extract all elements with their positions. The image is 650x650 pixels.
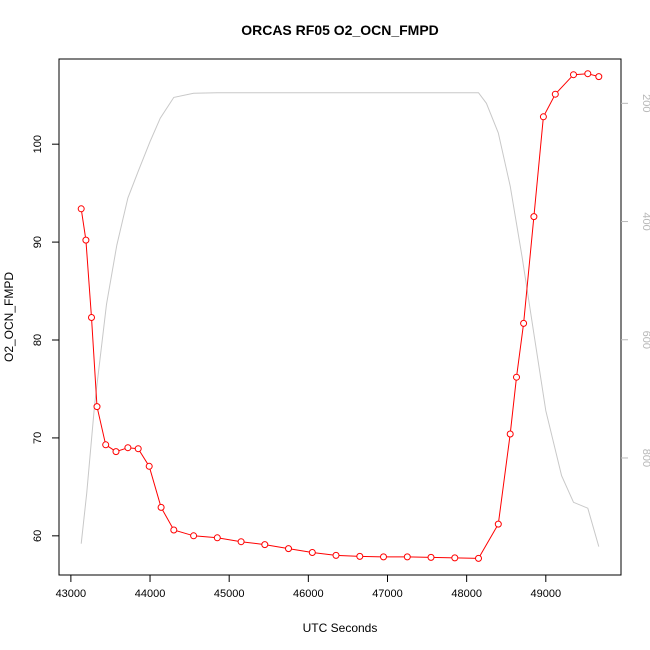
y-axis-label: O2_OCN_FMPD [2, 272, 16, 362]
data-point [506, 430, 514, 438]
y2-tick-label: 400 [640, 212, 650, 230]
y2-tick-label: 600 [640, 331, 650, 349]
data-point [539, 113, 547, 121]
y-tick-label: 90 [32, 236, 44, 248]
data-point [77, 205, 85, 213]
data-point [93, 403, 101, 411]
data-point [308, 549, 316, 556]
data-point [427, 553, 435, 561]
data-point [102, 441, 110, 449]
data-point [530, 213, 538, 221]
series-layer [77, 70, 603, 562]
data-point [475, 554, 482, 562]
data-point [584, 70, 592, 78]
chart-title: ORCAS RF05 O2_OCN_FMPD [241, 22, 439, 38]
data-point [570, 71, 577, 79]
y-axis: 60 70 80 90 100 [32, 135, 59, 542]
data-point [261, 541, 269, 549]
data-point [403, 553, 411, 561]
y2-axis: 200 400 600 800 [621, 94, 650, 467]
y2-tick-label: 200 [640, 94, 650, 112]
data-point [513, 373, 520, 381]
data-point [157, 503, 165, 511]
data-point [82, 236, 90, 244]
data-point [332, 551, 340, 559]
data-point [595, 73, 603, 81]
data-point [285, 545, 292, 553]
data-point [451, 554, 459, 562]
x-tick-label: 45000 [214, 588, 245, 600]
data-point [356, 552, 364, 560]
data-point [124, 444, 132, 452]
y-tick-label: 70 [32, 432, 44, 444]
y-tick-label: 80 [32, 334, 44, 346]
x-axis-label: UTC Seconds [303, 621, 378, 635]
x-tick-label: 47000 [372, 588, 403, 600]
data-point [170, 526, 178, 534]
data-point [134, 445, 142, 453]
x-tick-label: 48000 [451, 588, 482, 600]
x-tick-label: 43000 [56, 588, 87, 600]
data-point [213, 534, 221, 542]
data-point [380, 553, 387, 561]
data-point [494, 520, 502, 528]
y2-tick-label: 800 [640, 449, 650, 467]
data-point [112, 448, 120, 456]
y-tick-label: 100 [32, 135, 44, 153]
o2-line [80, 73, 599, 559]
data-point [237, 538, 245, 546]
x-tick-label: 44000 [135, 588, 166, 600]
plot-frame [58, 58, 622, 576]
x-tick-label: 49000 [531, 588, 562, 600]
y-tick-label: 60 [32, 530, 44, 542]
altitude-line [80, 92, 600, 547]
data-point [551, 90, 559, 98]
data-point [190, 532, 198, 540]
data-point [88, 314, 95, 321]
x-tick-label: 46000 [293, 588, 324, 600]
data-point [520, 319, 528, 327]
x-axis: 43000 44000 45000 46000 47000 48000 49000 [56, 575, 562, 600]
data-point [145, 462, 153, 470]
